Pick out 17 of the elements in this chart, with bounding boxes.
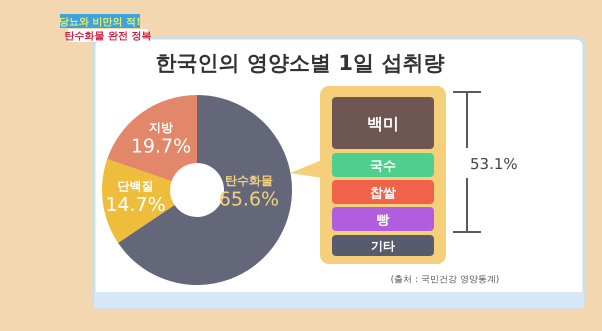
text: 53.1% <box>470 155 518 173</box>
text: 국수 <box>370 158 396 174</box>
text: (출처 : 국민건강 영양통계) <box>390 275 500 285</box>
chart-title: 한국인의 영양소별 1일 섭취량 <box>156 51 444 75</box>
text: 기타 <box>371 239 395 254</box>
donut-slice <box>107 95 197 182</box>
text: 탄수화물 완전 정복 <box>64 31 152 42</box>
slice-label: 지방 <box>149 120 174 134</box>
slice-label: 탄수화물 <box>224 174 273 188</box>
data-label: 19.7% <box>130 136 192 158</box>
text: 빵 <box>376 212 390 228</box>
slice-label: 단백질 <box>118 178 154 193</box>
text: 백미 <box>367 114 399 134</box>
text: 당뇨와 비만의 적! <box>59 17 141 28</box>
text: 찹쌀 <box>370 186 396 201</box>
data-label: 14.7% <box>105 194 166 216</box>
data-label: 65.6% <box>218 188 280 211</box>
